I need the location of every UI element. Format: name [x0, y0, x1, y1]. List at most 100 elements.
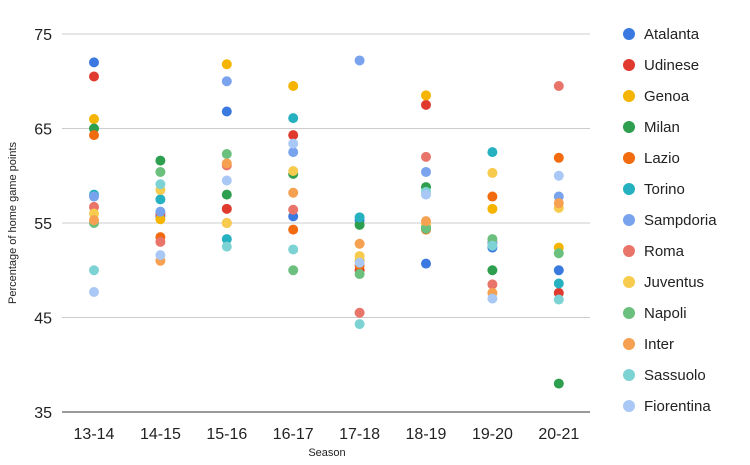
- point-inter-20-21: [553, 198, 564, 209]
- point-genoa-13-14: [89, 114, 99, 125]
- point-milan-15-16: [221, 189, 232, 200]
- point-genoa-16-17: [288, 80, 299, 91]
- point-napoli-14-15: [155, 166, 166, 177]
- point-sampdoria-14-15: [155, 206, 166, 217]
- y-tick-label: 55: [34, 216, 52, 233]
- point-atalanta-18-19: [421, 258, 431, 269]
- y-tick-label: 65: [34, 122, 52, 139]
- point-inter-18-19: [421, 216, 431, 227]
- point-sampdoria-15-16: [221, 76, 232, 87]
- x-axis-ticks: 13-14 14-15 15-16 16-17 17-18 18-19 19-20 20-21: [74, 426, 580, 443]
- point-fiorentina-14-15: [155, 250, 166, 261]
- x-tick-label: 17-18: [339, 426, 380, 443]
- point-genoa-18-19: [421, 90, 431, 101]
- point-milan-17-18: [354, 219, 365, 230]
- point-roma-17-18: [354, 307, 365, 318]
- point-lazio-19-20: [487, 191, 498, 202]
- legend-marker-sassuolo: [623, 369, 635, 381]
- point-inter-13-14: [89, 215, 99, 226]
- point-sassuolo-13-14: [89, 265, 99, 276]
- legend-marker-lazio: [623, 152, 635, 164]
- x-tick-label: 13-14: [74, 426, 115, 443]
- point-juventus-15-16: [221, 218, 232, 228]
- legend-label-fiorentina: Fiorentina: [644, 398, 711, 415]
- legend-label-sassuolo: Sassuolo: [644, 367, 706, 384]
- point-atalanta-15-16: [221, 106, 232, 117]
- point-napoli-17-18: [354, 269, 365, 280]
- legend-label-udinese: Udinese: [644, 57, 699, 74]
- point-torino-20-21: [553, 278, 564, 289]
- legend-marker-juventus: [623, 276, 635, 288]
- point-roma-20-21: [553, 80, 564, 91]
- point-sassuolo-15-16: [221, 241, 232, 252]
- point-lazio-13-14: [89, 130, 99, 141]
- point-udinese-18-19: [421, 99, 431, 110]
- point-sampdoria-13-14: [89, 191, 99, 202]
- data-points: [89, 55, 564, 389]
- point-fiorentina-20-21: [553, 170, 564, 181]
- point-juventus-16-17: [288, 166, 299, 177]
- point-sampdoria-18-19: [421, 166, 431, 177]
- x-tick-label: 14-15: [140, 426, 181, 443]
- y-axis-ticks: 35 45 55 65 75: [34, 27, 52, 422]
- legend-marker-torino: [623, 183, 635, 195]
- point-udinese-15-16: [221, 203, 232, 214]
- legend-marker-fiorentina: [623, 400, 635, 412]
- point-torino-15-16: [221, 234, 232, 245]
- point-milan-19-20: [487, 265, 498, 276]
- legend-label-roma: Roma: [644, 243, 685, 260]
- x-tick-label: 20-21: [538, 426, 579, 443]
- legend-label-napoli: Napoli: [644, 305, 687, 322]
- legend-marker-inter: [623, 338, 635, 350]
- point-roma-19-20: [487, 279, 498, 290]
- point-torino-14-15: [155, 194, 166, 205]
- x-tick-label: 18-19: [406, 426, 447, 443]
- point-genoa-15-16: [221, 59, 232, 70]
- y-tick-label: 35: [34, 405, 52, 422]
- legend-marker-roma: [623, 245, 635, 257]
- point-milan-20-21: [553, 378, 564, 389]
- legend-marker-milan: [623, 121, 635, 133]
- point-inter-17-18: [354, 238, 365, 249]
- grid-lines: [62, 33, 590, 413]
- point-fiorentina-19-20: [487, 293, 498, 304]
- legend-marker-sampdoria: [623, 214, 635, 226]
- point-inter-15-16: [221, 158, 232, 169]
- point-atalanta-13-14: [89, 57, 99, 68]
- legend-marker-napoli: [623, 307, 635, 319]
- point-napoli-20-21: [553, 248, 564, 259]
- point-sassuolo-16-17: [288, 244, 299, 255]
- point-sassuolo-17-18: [354, 319, 365, 330]
- point-torino-17-18: [354, 212, 365, 223]
- point-napoli-16-17: [288, 265, 299, 276]
- point-roma-18-19: [421, 151, 431, 162]
- x-tick-label: 19-20: [472, 426, 513, 443]
- legend-label-genoa: Genoa: [644, 88, 690, 105]
- point-genoa-14-15: [155, 214, 166, 225]
- legend-marker-udinese: [623, 59, 635, 71]
- point-napoli-18-19: [421, 223, 431, 234]
- point-napoli-15-16: [221, 149, 232, 160]
- point-sampdoria-17-18: [354, 55, 365, 66]
- point-fiorentina-18-19: [421, 189, 431, 200]
- y-tick-label: 75: [34, 27, 52, 44]
- point-udinese-13-14: [89, 71, 99, 82]
- point-genoa-19-20: [487, 203, 498, 214]
- point-sassuolo-14-15: [155, 179, 166, 190]
- point-inter-16-17: [288, 187, 299, 198]
- point-juventus-19-20: [487, 167, 498, 178]
- x-axis-label: Season: [308, 447, 345, 459]
- y-axis-label: Percentage of home game points: [7, 141, 19, 304]
- point-roma-16-17: [288, 204, 299, 215]
- legend: Atalanta Udinese Genoa Milan Lazio Torino Samp…: [623, 26, 717, 415]
- legend-label-atalanta: Atalanta: [644, 26, 700, 43]
- point-torino-19-20: [487, 147, 498, 158]
- x-tick-label: 15-16: [206, 426, 247, 443]
- legend-label-juventus: Juventus: [644, 274, 704, 291]
- y-tick-label: 45: [34, 311, 52, 328]
- point-milan-14-15: [155, 155, 166, 166]
- point-fiorentina-13-14: [89, 286, 99, 297]
- legend-label-milan: Milan: [644, 119, 680, 136]
- point-sassuolo-20-21: [553, 294, 564, 305]
